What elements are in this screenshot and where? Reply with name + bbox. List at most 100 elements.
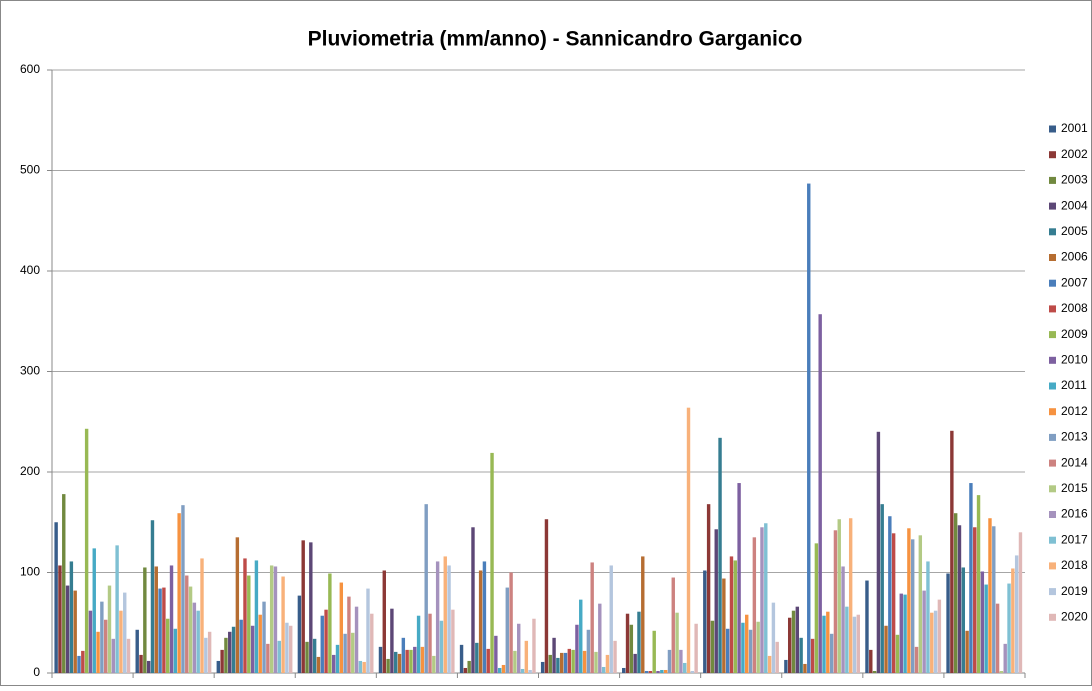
- y-tick-label: 0: [33, 665, 40, 679]
- bar: [196, 610, 200, 673]
- bar: [343, 633, 347, 673]
- bar: [784, 659, 788, 673]
- bar: [69, 561, 74, 673]
- legend-swatch: [1049, 485, 1056, 493]
- bar: [513, 650, 517, 673]
- bar: [320, 615, 324, 673]
- bar: [973, 527, 977, 673]
- bar: [930, 612, 934, 673]
- legend-swatch: [1049, 562, 1056, 570]
- bar: [914, 646, 919, 673]
- bar: [756, 621, 760, 673]
- bar: [629, 624, 634, 673]
- bar: [548, 654, 552, 673]
- bar: [586, 629, 591, 673]
- bar: [420, 646, 425, 673]
- bar: [876, 431, 881, 673]
- bar: [1007, 583, 1011, 673]
- bar: [822, 615, 826, 673]
- bar: [590, 562, 594, 673]
- bar: [826, 611, 830, 673]
- bar: [767, 655, 772, 673]
- bar: [451, 609, 455, 673]
- bar: [660, 669, 664, 673]
- bar: [648, 670, 653, 673]
- bar: [123, 592, 127, 673]
- bar: [84, 428, 89, 673]
- bar: [309, 542, 313, 673]
- bar: [563, 652, 568, 673]
- bar: [169, 565, 174, 673]
- bar: [285, 622, 289, 673]
- bar: [126, 638, 131, 673]
- bar: [980, 571, 985, 673]
- bar: [424, 504, 428, 673]
- legend-swatch: [1049, 331, 1056, 339]
- bar: [111, 638, 116, 673]
- bar: [467, 660, 471, 673]
- bar: [748, 629, 753, 673]
- legend-swatch: [1049, 613, 1056, 621]
- bar: [552, 637, 556, 673]
- bar: [637, 611, 641, 673]
- bar: [725, 628, 730, 673]
- bar: [220, 649, 224, 673]
- bar: [497, 667, 502, 673]
- legend-label: 2012: [1061, 404, 1088, 418]
- bar: [490, 452, 494, 673]
- bar: [358, 660, 363, 673]
- bar: [1003, 643, 1007, 673]
- y-tick-label: 600: [20, 62, 40, 76]
- bar: [953, 513, 958, 673]
- bar: [119, 610, 123, 673]
- legend-swatch: [1049, 459, 1056, 467]
- legend-label: 2006: [1061, 250, 1088, 264]
- bar: [378, 646, 383, 673]
- bar: [752, 537, 757, 673]
- bar: [984, 584, 988, 673]
- bar: [401, 637, 406, 673]
- bar: [771, 602, 776, 673]
- bar: [54, 522, 58, 673]
- bar: [764, 523, 768, 673]
- bar: [281, 576, 285, 673]
- legend-swatch: [1049, 382, 1056, 390]
- bar: [520, 668, 525, 673]
- bar: [443, 556, 447, 673]
- bar: [509, 572, 513, 673]
- bar: [910, 539, 915, 673]
- bar: [933, 610, 938, 673]
- bar: [950, 430, 954, 673]
- legend-label: 2013: [1061, 430, 1088, 444]
- bar: [837, 519, 841, 673]
- bar: [100, 601, 104, 673]
- bar: [710, 620, 715, 673]
- y-tick-label: 300: [20, 364, 40, 378]
- legend-label: 2018: [1061, 558, 1088, 572]
- bar: [107, 585, 112, 673]
- legend-label: 2007: [1061, 275, 1088, 289]
- bar: [277, 640, 281, 673]
- bar: [354, 606, 359, 673]
- bar: [609, 565, 613, 673]
- bar: [884, 625, 888, 673]
- bar: [207, 631, 212, 673]
- bar: [922, 590, 926, 673]
- bar: [775, 641, 779, 673]
- bar: [652, 630, 656, 673]
- bar: [181, 505, 185, 673]
- bar: [579, 599, 583, 673]
- legend-swatch: [1049, 254, 1056, 261]
- bar: [865, 580, 869, 673]
- legend-label: 2016: [1061, 507, 1088, 521]
- bar: [880, 504, 884, 673]
- legend-swatch: [1049, 408, 1056, 416]
- bar: [540, 661, 545, 673]
- bar: [803, 663, 807, 673]
- bar: [185, 575, 189, 673]
- bar: [694, 623, 698, 673]
- bar: [686, 407, 691, 673]
- bar: [73, 590, 77, 673]
- bar: [505, 587, 509, 673]
